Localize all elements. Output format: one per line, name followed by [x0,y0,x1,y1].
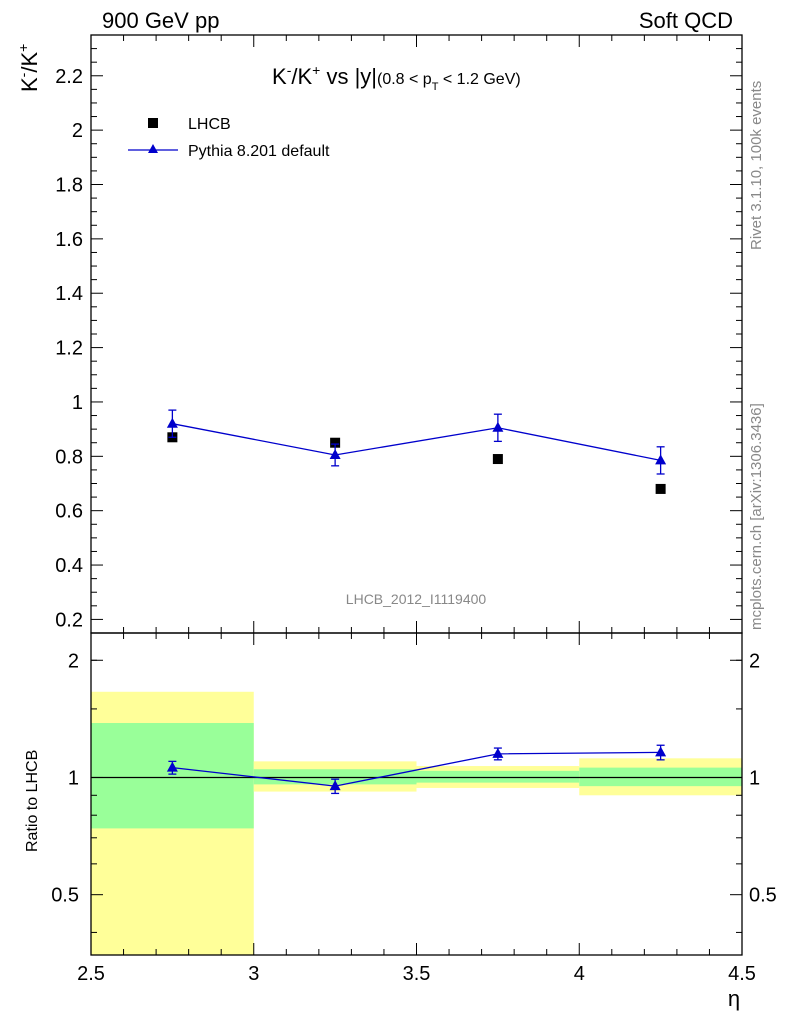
pythia-point [329,448,341,459]
ratio-pythia-point [329,780,341,791]
ratio-pythia-point [166,761,178,772]
y-tick-label: 1.2 [55,338,83,360]
y-tick-label: 1.4 [55,283,83,305]
plot-title: K-/K+ vs |y|(0.8 < pT < 1.2 GeV) [272,62,521,93]
ratio-tick-label-left: 2 [68,650,79,672]
header-left: 900 GeV pp [102,8,219,33]
mcplots-label: mcplots.cern.ch [arXiv:1306.3436] [748,403,765,630]
ratio-tick-label-left: 1 [68,767,79,789]
x-tick-labels: 2.5 3 3.5 4 4.5 [77,963,756,985]
ratio-tick-label-right: 1 [749,767,760,789]
ratio-axis-ticks: 0.5 0.5 1 1 2 2 [51,633,777,955]
x-tick-label: 3.5 [403,963,431,985]
legend-pythia-label: Pythia 8.201 default [188,143,330,160]
y-tick-label: 1.8 [55,175,83,197]
pythia-point [492,421,504,432]
main-ylabel: K-/K+ [15,44,42,92]
ratio-tick-label-left: 0.5 [51,885,79,907]
legend-lhcb-marker [148,118,158,128]
rivet-label: Rivet 3.1.10, 100k events [748,81,765,250]
ratio-band-inner [91,723,254,829]
pythia-line [172,423,661,462]
ratio-ylabel: Ratio to LHCB [24,750,41,852]
x-tick-label: 3 [248,963,259,985]
main-axis-ticks: 0.2 0.4 0.6 0.8 1 1.2 1.4 1.6 1.8 2 2.2 [55,34,743,634]
ratio-data-marks [166,744,667,795]
ratio-bands [91,691,742,955]
legend-lhcb-label: LHCB [188,116,231,133]
lhcb-point [655,483,666,494]
lhcb-point [330,437,341,448]
x-axis-label: η [728,986,740,1011]
header-right: Soft QCD [639,8,733,33]
main-data-marks [166,409,667,494]
x-tick-label: 4.5 [728,963,756,985]
y-tick-label: 0.6 [55,501,83,523]
analysis-id: LHCB_2012_I1119400 [346,591,487,607]
ratio-tick-label-right: 2 [749,650,760,672]
ratio-pythia-point [492,747,504,758]
y-tick-label: 1.6 [55,229,83,251]
pythia-point [166,417,178,428]
ratio-band-inner [253,769,417,785]
y-tick-label: 1 [72,392,83,414]
x-tick-label: 2.5 [77,963,105,985]
pythia-point [655,454,667,465]
x-tick-label: 4 [574,963,585,985]
lhcb-point [492,454,503,465]
ratio-pythia-point [655,746,667,757]
y-tick-label: 2.2 [55,66,83,88]
ratio-band-inner [416,770,580,783]
ratio-pythia-line [172,751,661,787]
legend: LHCB Pythia 8.201 default [128,116,330,160]
legend-pythia-marker [148,144,158,153]
y-tick-label: 0.2 [55,609,83,631]
ratio-tick-label-right: 0.5 [749,885,777,907]
y-tick-label: 0.8 [55,446,83,468]
y-tick-label: 2 [72,120,83,142]
y-tick-label: 0.4 [55,555,83,577]
